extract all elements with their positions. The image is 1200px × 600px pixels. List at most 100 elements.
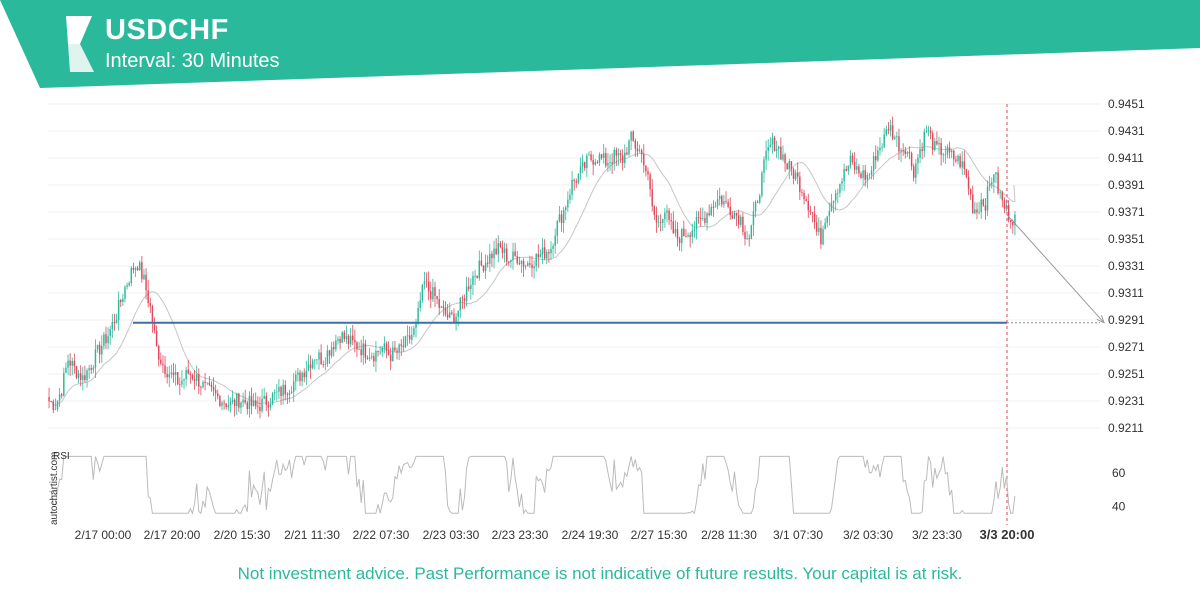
candle-body: [978, 211, 980, 213]
candle-body: [370, 356, 373, 358]
candle-body: [459, 297, 462, 311]
candle-body: [56, 400, 59, 410]
x-tick-label: 3/3 20:00: [980, 527, 1035, 542]
candle-body: [672, 221, 675, 234]
candle-body: [858, 166, 860, 174]
y-tick-label: 0.9271: [1108, 340, 1145, 354]
candle-body: [301, 372, 303, 382]
candle-body: [674, 229, 677, 234]
candle-body: [807, 200, 810, 211]
candle-body: [436, 296, 438, 300]
candle-body: [824, 222, 826, 230]
candle-body: [685, 236, 687, 237]
candle-body: [769, 144, 772, 148]
candle-body: [375, 350, 377, 362]
x-tick-label: 2/17 20:00: [144, 528, 201, 542]
candle-body: [974, 209, 976, 214]
candle-body: [286, 394, 289, 396]
candle-body: [476, 275, 478, 279]
candle-body: [550, 248, 552, 254]
candle-body: [822, 229, 824, 245]
candle-body: [699, 217, 702, 219]
candle-body: [845, 169, 847, 171]
candle-body: [185, 369, 187, 380]
candle-body: [461, 297, 464, 299]
candle-body: [164, 365, 166, 374]
candle-body: [333, 347, 335, 350]
candle-body: [214, 390, 217, 394]
candle-body: [562, 210, 565, 224]
candle-body: [292, 381, 295, 392]
candle-body: [904, 150, 907, 154]
candle-body: [259, 406, 261, 412]
candle-body: [195, 374, 198, 381]
candle-body: [379, 351, 381, 353]
candle-body: [716, 199, 719, 207]
disclaimer: Not investment advice. Past Performance …: [237, 564, 963, 583]
candle-body: [976, 209, 978, 213]
candle-body: [92, 367, 95, 370]
candle-body: [761, 172, 763, 196]
x-tick-label: 2/24 19:30: [562, 528, 619, 542]
candle-body: [398, 344, 400, 353]
candle-body: [959, 155, 961, 168]
candle-body: [495, 248, 497, 255]
candle-body: [537, 253, 540, 258]
candle-body: [124, 286, 126, 299]
candle-body: [510, 259, 512, 262]
candle-body: [811, 212, 814, 214]
candle-body: [297, 372, 299, 375]
y-tick-label: 0.9251: [1108, 367, 1145, 381]
candle-body: [841, 181, 843, 184]
header-banner: [0, 0, 1200, 88]
x-tick-label: 2/21 11:30: [284, 528, 340, 542]
candle-body: [122, 298, 124, 302]
candle-body: [596, 162, 599, 163]
candle-body: [419, 300, 421, 308]
candle-body: [902, 150, 904, 152]
candle-body: [282, 384, 284, 396]
candle-body: [592, 160, 594, 165]
candle-body: [893, 137, 896, 139]
candle-body: [389, 354, 392, 362]
candle-body: [594, 162, 597, 165]
candle-body: [906, 152, 909, 154]
candle-body: [303, 372, 305, 378]
candle-body: [586, 155, 588, 169]
candle-body: [181, 380, 183, 385]
candle-body: [347, 336, 350, 345]
candle-body: [725, 201, 727, 202]
candle-body: [77, 373, 80, 378]
candle-body: [826, 216, 828, 223]
candle-body: [149, 303, 152, 307]
candle-body: [851, 155, 854, 162]
candle-body: [866, 175, 869, 180]
candle-body: [520, 260, 523, 265]
candle-body: [923, 131, 925, 151]
candle-body: [988, 184, 991, 187]
rsi-label: RSI: [53, 451, 70, 462]
candle-body: [624, 152, 626, 163]
y-tick-label: 0.9331: [1108, 259, 1145, 273]
candle-body: [915, 163, 917, 178]
candle-body: [499, 243, 502, 247]
candle-body: [727, 201, 729, 207]
candle-body: [917, 157, 919, 164]
candle-body: [982, 199, 985, 206]
candle-body: [801, 192, 803, 194]
candle-body: [482, 265, 485, 271]
candle-body: [341, 332, 343, 343]
candle-body: [103, 334, 105, 346]
candle-body: [489, 253, 491, 264]
candle-body: [881, 147, 883, 149]
candle-body: [524, 266, 527, 268]
candle-body: [875, 156, 877, 161]
y-tick-label: 0.9451: [1108, 97, 1145, 111]
candle-body: [457, 310, 459, 317]
candle-body: [662, 219, 664, 223]
y-tick-label: 0.9211: [1108, 421, 1144, 435]
candle-body: [233, 399, 236, 407]
candle-body: [54, 409, 57, 410]
y-tick-label: 0.9231: [1108, 394, 1145, 408]
candle-body: [742, 216, 744, 232]
